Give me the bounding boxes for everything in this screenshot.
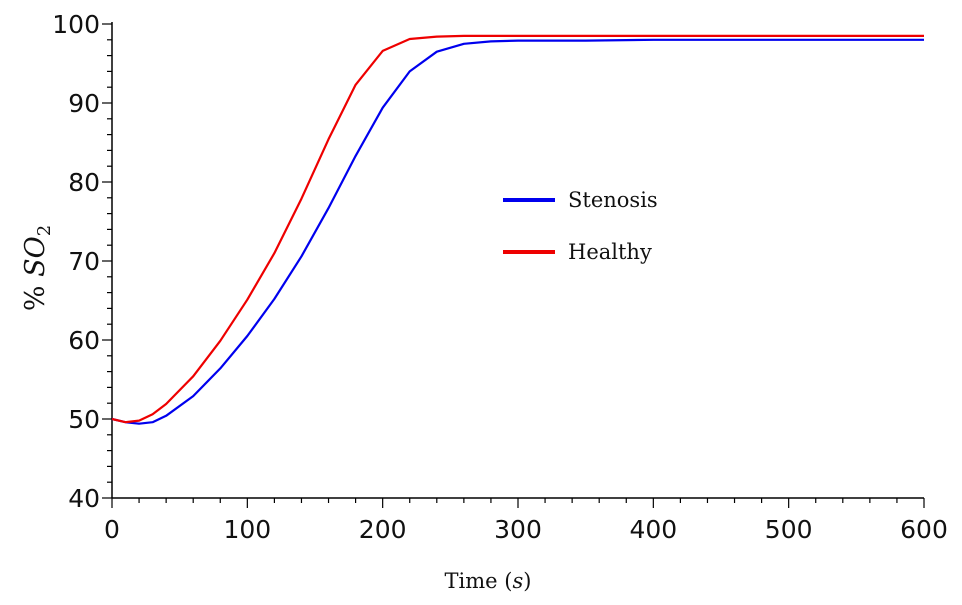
- x-tick-label: 0: [104, 515, 120, 544]
- x-tick-label: 100: [223, 515, 271, 544]
- series-line-healthy: [111, 34, 924, 424]
- y-tick-label: 90: [68, 89, 100, 118]
- series-lines: [111, 34, 924, 425]
- x-tick-label: 600: [900, 515, 948, 544]
- y-tick-label: 60: [68, 326, 100, 355]
- y-axis-label: % SO2: [20, 225, 55, 311]
- y-tick-label: 70: [68, 247, 100, 276]
- y-tick-label: 50: [68, 405, 100, 434]
- x-tick-label: 500: [765, 515, 813, 544]
- x-tick-label: 300: [494, 515, 542, 544]
- axes: [111, 22, 924, 499]
- y-tick-label: 40: [68, 484, 100, 513]
- series-line-stenosis: [111, 38, 924, 425]
- legend: Stenosis Healthy: [503, 188, 658, 264]
- x-tick-label: 400: [629, 515, 677, 544]
- legend-label-stenosis: Stenosis: [568, 188, 658, 212]
- y-tick-label: 80: [68, 168, 100, 197]
- x-axis-label: Time (s): [445, 569, 532, 593]
- y-tick-label: 100: [52, 10, 100, 39]
- x-tick-label: 200: [359, 515, 407, 544]
- ticks: 0 100 200 300 400 500 600 40 50 60 70 80 90 100: [52, 10, 948, 544]
- legend-label-healthy: Healthy: [568, 240, 652, 264]
